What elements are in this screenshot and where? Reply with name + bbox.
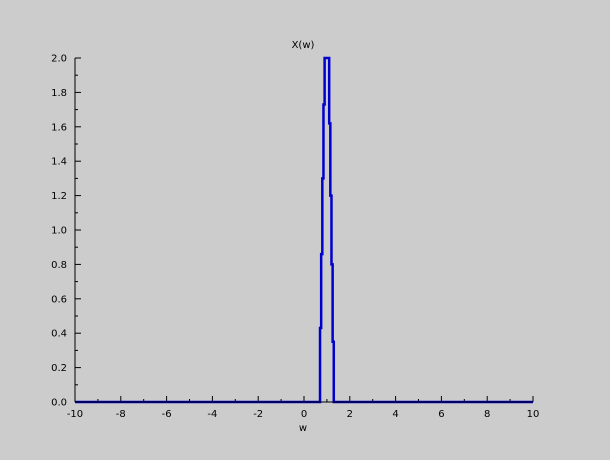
series-line-0: [75, 56, 533, 404]
x-tick-label: 6: [438, 409, 444, 420]
y-tick-label: 1.0: [51, 226, 67, 237]
y-tick-label: 1.2: [51, 191, 67, 202]
y-tick-label: 2.0: [51, 54, 67, 65]
y-axis-ticks: 0.0 0.2 0.4 0.6 0.8 1.0 1.2 1.4 1.6 1.8 2.0: [51, 54, 81, 409]
x-tick-label: -6: [162, 409, 172, 420]
y-tick-label: 0.6: [51, 294, 67, 305]
y-tick-label: 0.8: [51, 260, 67, 271]
x-tick-label: -10: [67, 409, 83, 420]
x-axis-label: w: [299, 423, 307, 434]
y-tick-label: 1.6: [51, 122, 67, 133]
x-tick-label: -2: [253, 409, 263, 420]
y-tick-label: 0.2: [51, 363, 67, 374]
x-tick-label: 2: [347, 409, 353, 420]
y-tick-label: 0.0: [51, 398, 67, 409]
y-tick-label: 0.4: [51, 329, 67, 340]
x-tick-label: 4: [392, 409, 398, 420]
x-tick-label: 10: [527, 409, 540, 420]
x-tick-label: 8: [484, 409, 490, 420]
series-layer: [75, 56, 533, 404]
y-tick-label: 1.8: [51, 88, 67, 99]
x-tick-label: -8: [116, 409, 126, 420]
x-axis-ticks: -10 -8 -6 -4 -2 0 2 4 6 8 10: [67, 396, 540, 420]
x-tick-label: 0: [301, 409, 307, 420]
x-tick-label: -4: [207, 409, 217, 420]
y-tick-label: 1.4: [51, 157, 67, 168]
chart-title: X(w): [292, 40, 315, 51]
